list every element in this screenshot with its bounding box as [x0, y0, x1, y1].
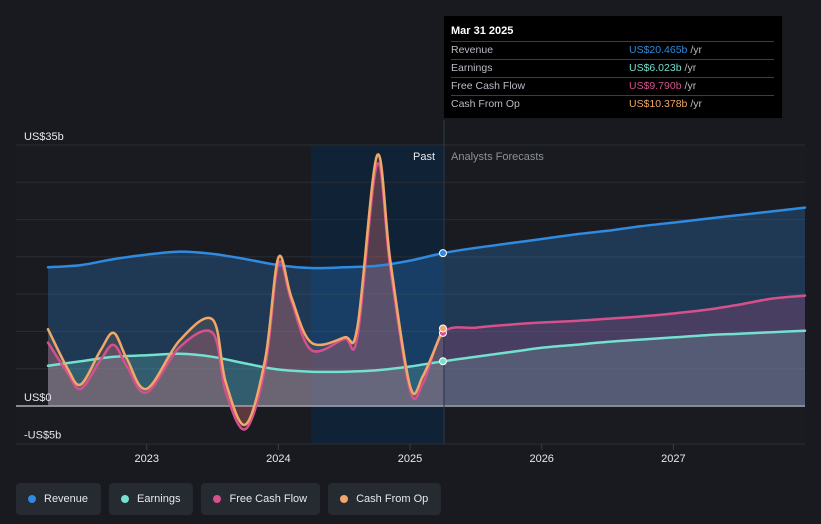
legend-item-free-cash-flow[interactable]: Free Cash Flow [201, 483, 321, 515]
y-tick-label: US$0 [24, 392, 52, 404]
tooltip-row: Cash From Op US$10.378b/yr [451, 95, 774, 113]
tooltip-row-unit: /yr [684, 80, 697, 92]
forecast-label: Analysts Forecasts [451, 151, 544, 163]
x-tick-label: 2027 [661, 453, 685, 465]
tooltip-row-label: Cash From Op [451, 98, 520, 110]
y-axis-labels: US$35b US$0 -US$5b [24, 131, 64, 441]
tooltip-row-label: Earnings [451, 62, 493, 74]
cash-from-op-area [48, 154, 443, 425]
x-tick-label: 2023 [134, 453, 158, 465]
legend-item-revenue[interactable]: Revenue [16, 483, 102, 515]
legend-item-earnings[interactable]: Earnings [109, 483, 194, 515]
y-tick-label: -US$5b [24, 429, 61, 441]
past-label: Past [413, 151, 435, 163]
tooltip-row: Earnings US$6.023b/yr [451, 59, 774, 77]
legend-dot-icon [28, 495, 36, 503]
legend-label: Free Cash Flow [229, 493, 308, 505]
series-lines [46, 153, 807, 431]
tooltip-row-unit: /yr [684, 62, 697, 74]
free-cash-flow-area [48, 163, 805, 430]
tooltip-row-unit: /yr [690, 98, 703, 110]
tooltip-row-unit: /yr [690, 44, 703, 56]
legend: Revenue Earnings Free Cash Flow Cash From O… [16, 483, 442, 515]
x-axis-labels: 2023 2024 2025 2026 2027 [134, 444, 686, 465]
legend-dot-icon [213, 495, 222, 503]
x-tick-label: 2025 [398, 453, 422, 465]
legend-item-cash-from-op[interactable]: Cash From Op [328, 483, 442, 515]
cash-from-op-marker [438, 324, 447, 333]
revenue-line [46, 206, 807, 270]
legend-label: Cash From Op [356, 493, 429, 505]
tooltip-row: Revenue US$20.465b/yr [451, 41, 774, 59]
tooltip-row-label: Free Cash Flow [451, 80, 526, 92]
tooltip-row-value: US$9.790b [629, 80, 682, 92]
legend-label: Earnings [137, 493, 181, 505]
legend-dot-icon [340, 495, 349, 503]
x-tick-label: 2024 [266, 453, 290, 465]
tooltip-row-value: US$20.465b [629, 44, 688, 56]
tooltip-row-value: US$10.378b [629, 98, 688, 110]
y-tick-label: US$35b [24, 131, 64, 143]
earnings-line [46, 329, 807, 374]
tooltip: Mar 31 2025 Revenue US$20.465b/yr Earnings… [444, 16, 782, 118]
earnings-marker [438, 357, 447, 366]
legend-dot-icon [121, 495, 130, 503]
cash-from-op-line [46, 153, 445, 426]
tooltip-row-value: US$6.023b [629, 62, 682, 74]
x-tick-label: 2026 [529, 453, 553, 465]
revenue-area [48, 207, 805, 406]
chart-svg: US$35b US$0 -US$5b 2023 2024 2025 2026 2027 Pa… [16, 120, 807, 465]
legend-label: Revenue [44, 493, 89, 505]
tooltip-row: Free Cash Flow US$9.790b/yr [451, 77, 774, 95]
today-markers [438, 249, 447, 366]
tooltip-date: Mar 31 2025 [451, 25, 514, 37]
revenue-marker [438, 249, 447, 258]
tooltip-row-label: Revenue [451, 44, 494, 56]
